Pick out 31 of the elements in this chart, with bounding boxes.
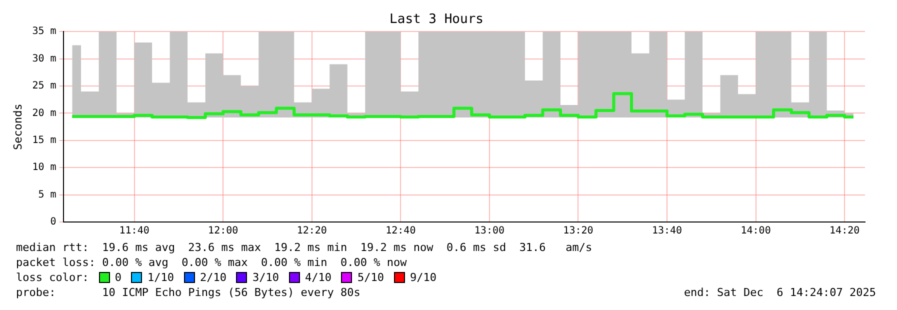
x-tick-label: 13:00 xyxy=(474,226,504,237)
text: median rtt: 19.6 ms avg 23.6 ms max 19.2 ms min 19.2 ms now 0.6 ms sd 31.6 am/s xyxy=(16,240,594,255)
x-tick-label: 13:20 xyxy=(563,226,594,237)
x-tick-label: 14:20 xyxy=(830,226,860,237)
legend-label: 9/10 xyxy=(410,270,436,285)
y-tick-label: 35 m xyxy=(32,26,56,38)
x-tick-label: 14:00 xyxy=(740,226,771,237)
chart-title: Last 3 Hours xyxy=(390,12,484,28)
x-tick-label: 12:20 xyxy=(296,226,327,237)
text: packet loss: 0.00 % avg 0.00 % max 0.00 % min 0.00 % now xyxy=(16,255,408,270)
legend-label: 5/10 xyxy=(357,270,384,285)
y-tick-label: 0 xyxy=(50,216,56,228)
legend-label: 2/10 xyxy=(200,270,226,285)
y-tick-label: 15 m xyxy=(32,134,56,146)
y-tick-label: 25 m xyxy=(32,80,56,92)
legend-label: 1/10 xyxy=(147,270,174,285)
y-axis-title: Seconds xyxy=(11,104,24,150)
y-tick-label: 30 m xyxy=(32,53,56,64)
x-tick-label: 12:40 xyxy=(386,226,416,237)
text: end: Sat Dec 6 14:24:07 2025 xyxy=(684,285,876,300)
x-tick-label: 11:40 xyxy=(119,226,150,237)
legend-title: loss color: xyxy=(16,270,89,285)
y-tick-label: 5 m xyxy=(38,189,56,200)
y-tick-label: 20 m xyxy=(32,108,56,119)
x-tick-label: 13:40 xyxy=(652,226,682,237)
legend-label: 4/10 xyxy=(304,270,332,285)
x-tick-label: 12:00 xyxy=(208,226,238,237)
y-tick-label: 10 m xyxy=(32,162,56,174)
text: probe: 10 ICMP Echo Pings (56 Bytes) every 80s xyxy=(16,285,360,300)
legend-label: 3/10 xyxy=(252,270,279,285)
legend-label: 0 xyxy=(114,270,122,285)
